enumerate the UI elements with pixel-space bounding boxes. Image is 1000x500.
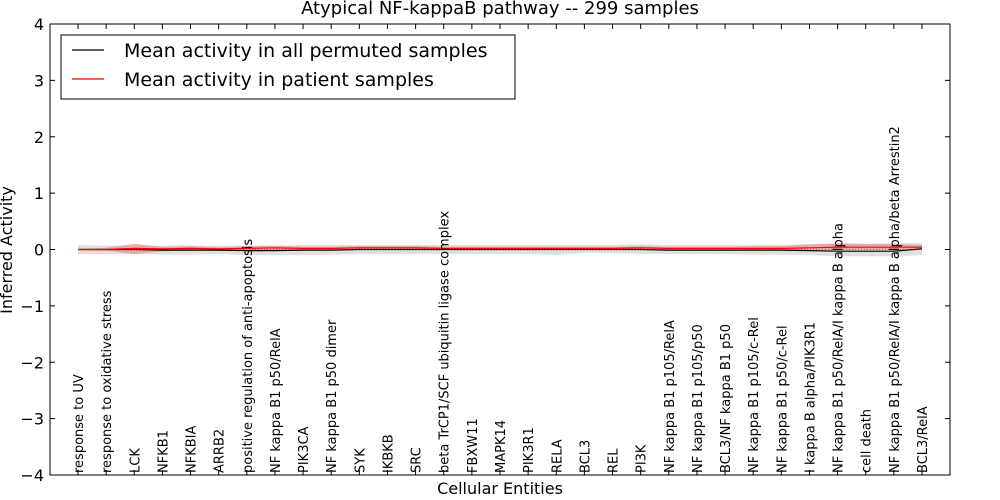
x-tick-label: NF kappa B1 p50/RelA [269,328,284,473]
x-tick-label: I kappa B alpha/PIK3R1 [803,322,818,473]
x-tick-label: NF kappa B1 p105/p50 [691,324,706,473]
x-tick-label: NF kappa B1 p50/RelA/I kappa B alpha [832,223,847,473]
legend: Mean activity in all permuted samples Mea… [60,34,516,100]
x-tick-label: NF kappa B1 p50 dimer [325,319,340,473]
series-lines [78,246,923,252]
legend-label-2: Mean activity in patient samples [124,69,434,91]
y-axis-title: Inferred Activity [0,186,16,314]
y-tick-label: −3 [20,410,44,429]
x-tick-label: NFKB1 [156,430,171,473]
x-tick-label: BCL3 [578,440,593,473]
x-tick-label: REL [607,448,622,473]
x-tick-label: BCL3/NF kappa B1 p50 [719,324,734,473]
x-tick-label: SRC [410,447,425,473]
x-tick-label: SYK [353,448,368,473]
x-axis-title: Cellular Entities [437,479,563,498]
y-tick-label: 0 [34,241,44,260]
x-tick-label: NF kappa B1 p105/c-Rel [747,317,762,473]
legend-label-1: Mean activity in all permuted samples [124,40,487,62]
x-tick-label: PIK3R1 [522,427,537,473]
x-tick-label: NF kappa B1 p50/c-Rel [775,325,790,473]
x-tick-label: response to oxidative stress [100,290,115,473]
x-tick-label: IKBKB [381,434,396,473]
x-tick-label: BCL3/RelA [916,406,931,473]
x-tick-label: ARRB2 [213,429,228,473]
x-tick-label: positive regulation of anti-apoptosis [241,239,256,473]
x-tick-label: RELA [550,439,565,473]
x-tick-label: MAPK14 [494,420,509,473]
x-axis: response to UV response to oxidative stre… [72,24,931,475]
chart-title: Atypical NF-kappaB pathway -- 299 sample… [301,0,699,19]
y-tick-label: −4 [20,466,44,485]
x-tick-label: PIK3CA [297,426,312,473]
x-tick-label: PI3K [635,444,650,473]
x-tick-label: LCK [128,448,143,473]
x-tick-label: response to UV [72,374,87,473]
series-line-1 [78,248,923,252]
y-tick-label: 2 [34,128,44,147]
y-tick-label: −2 [20,353,44,372]
x-tick-label: FBXW11 [466,418,481,473]
y-axis: −4 −3 −2 −1 0 1 2 3 4 [20,15,950,485]
y-tick-label: 3 [34,71,44,90]
legend-box [60,34,516,100]
x-tick-label: NFKBIA [185,426,200,473]
y-tick-label: −1 [20,297,44,316]
y-tick-label: 4 [34,15,44,34]
x-tick-label: NF kappa B1 p105/RelA [663,320,678,473]
x-tick-label: beta TrCP1/SCF ubiquitin ligase complex [438,211,453,473]
series-line-2 [78,246,922,251]
y-tick-label: 1 [34,184,44,203]
x-tick-label: NF kappa B1 p50/RelA/I kappa B alpha/bet… [888,126,903,473]
x-tick-label: cell death [860,409,875,473]
